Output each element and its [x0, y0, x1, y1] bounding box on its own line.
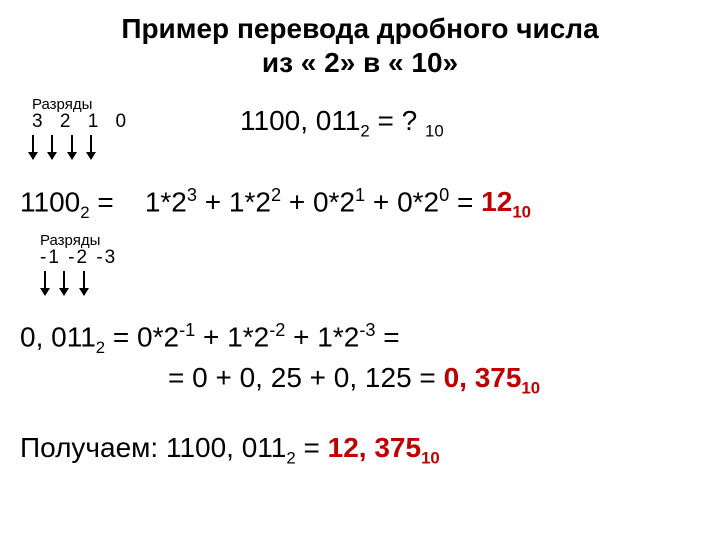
- problem-rbase: 10: [425, 122, 444, 141]
- integer-expansion: 11002 = 1*23 + 1*22 + 0*21 + 0*20 = 1210: [20, 185, 531, 223]
- arrow-icon: [83, 271, 85, 295]
- int-e3: 1: [355, 185, 365, 205]
- arrows-1: [32, 135, 132, 164]
- int-result: 1210: [481, 186, 531, 217]
- arrow-icon: [44, 271, 46, 295]
- frac-lhs-num: 0, 011: [20, 321, 96, 352]
- frac-p1: + 1*2: [195, 321, 269, 352]
- int-lhs-base: 2: [80, 203, 89, 222]
- arrow-icon: [71, 135, 73, 159]
- frac-result: 0, 37510: [444, 362, 541, 393]
- arrow-icon: [32, 135, 34, 159]
- frac-expansion-line2: = 0 + 0, 25 + 0, 125 = 0, 37510: [168, 362, 540, 399]
- frac-eq: =: [105, 321, 137, 352]
- frac-p2: + 1*2: [285, 321, 359, 352]
- frac-lhs-base: 2: [96, 338, 105, 357]
- problem-num: 1100, 011: [240, 105, 360, 136]
- problem-base: 2: [360, 122, 369, 141]
- arrow-icon: [51, 135, 53, 159]
- final-b2: 2: [286, 449, 295, 468]
- int-e2: 2: [271, 185, 281, 205]
- arrow-icon: [63, 271, 65, 295]
- digits-block-fractional: Разряды -1 -2 -3: [40, 232, 117, 300]
- final-line: Получаем: 1100, 0112 = 12, 37510: [20, 432, 440, 469]
- frac-e3: -3: [359, 320, 375, 340]
- frac-tail: =: [376, 321, 400, 352]
- problem-line: 1100, 0112 = ? 10: [240, 105, 444, 142]
- problem-eq: = ?: [370, 105, 425, 136]
- title-line-2: из « 2» в « 10»: [262, 47, 458, 78]
- final-result: 12, 37510: [328, 432, 440, 463]
- title-line-1: Пример перевода дробного числа: [121, 13, 598, 44]
- slide-title: Пример перевода дробного числа из « 2» в…: [0, 0, 720, 79]
- frac-e2: -2: [269, 320, 285, 340]
- int-p2: + 0*2: [281, 186, 355, 217]
- digits-nums-1: 3 2 1 0: [32, 111, 132, 133]
- final-pre: Получаем: 1100, 011: [20, 432, 286, 463]
- frac-expansion-line1: 0, 0112 = 0*2-1 + 1*2-2 + 1*2-3 =: [20, 320, 400, 358]
- int-p1: + 1*2: [197, 186, 271, 217]
- int-eq: =: [90, 186, 122, 217]
- int-e1: 3: [187, 185, 197, 205]
- digits-block-integer: Разряды 3 2 1 0: [32, 96, 132, 164]
- digits-nums-2: -1 -2 -3: [40, 247, 117, 269]
- arrow-icon: [90, 135, 92, 159]
- int-res-eq: =: [449, 186, 481, 217]
- int-t1: 1*2: [145, 186, 187, 217]
- arrows-2: [40, 271, 117, 300]
- frac-line2-pre: = 0 + 0, 25 + 0, 125 =: [168, 362, 444, 393]
- int-e4: 0: [439, 185, 449, 205]
- int-p3: + 0*2: [365, 186, 439, 217]
- final-eq: =: [296, 432, 328, 463]
- frac-t1: 0*2: [137, 321, 179, 352]
- frac-e1: -1: [179, 320, 195, 340]
- int-lhs-num: 1100: [20, 186, 80, 217]
